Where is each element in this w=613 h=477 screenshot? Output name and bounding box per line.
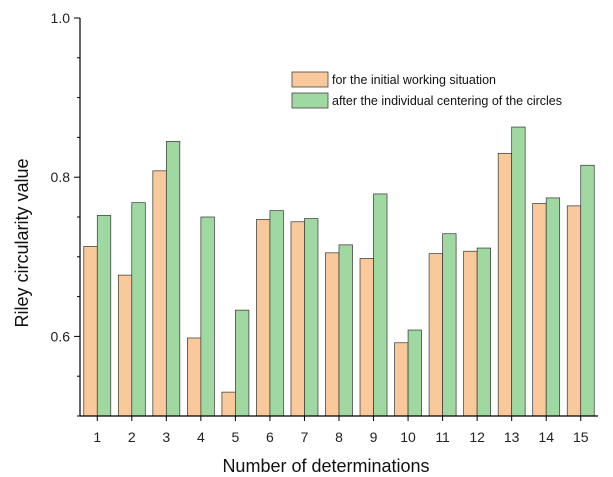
bar-series2-cat-15	[580, 164, 595, 417]
bar-series1-cat-4	[187, 337, 202, 417]
bar-series1-cat-8	[325, 252, 340, 417]
x-tick-label: 3	[162, 429, 170, 445]
y-tick-label: 0.6	[51, 328, 71, 344]
x-tick-label: 15	[573, 429, 589, 445]
legend-label-centered: after the individual centering of the ci…	[332, 94, 562, 108]
x-tick-label: 8	[335, 429, 343, 445]
bar-series1-cat-2	[117, 274, 133, 417]
x-tick-label: 14	[538, 429, 554, 445]
x-tick-label: 5	[232, 429, 240, 445]
bar-series1-cat-11	[428, 253, 443, 417]
x-tick-label: 1	[93, 429, 101, 445]
bar-series1-cat-7	[290, 221, 305, 417]
bar-series2-cat-9	[373, 193, 388, 417]
bar-series2-cat-3	[165, 141, 181, 417]
bar-series2-cat-14	[545, 197, 561, 417]
bar-series2-cat-6	[269, 210, 284, 417]
y-tick-label: 1.0	[51, 10, 71, 26]
bars-group	[83, 126, 595, 417]
x-tick-label: 10	[400, 429, 416, 445]
bar-series1-cat-15	[566, 205, 582, 417]
bar-series1-cat-6	[256, 219, 271, 417]
bar-series1-cat-10	[394, 342, 409, 417]
x-ticks-group: 1 2 3 4 5 6 7 8 9 10 11 12 13 14 15	[93, 416, 589, 445]
x-axis-title: Number of determinations	[222, 456, 429, 476]
legend-swatch-centered	[291, 92, 329, 109]
x-tick-label: 4	[197, 429, 205, 445]
x-tick-label: 9	[370, 429, 378, 445]
bar-series2-cat-11	[442, 233, 457, 417]
bar-series1-cat-3	[152, 170, 167, 417]
legend-label-initial: for the initial working situation	[332, 73, 496, 87]
x-tick-label: 12	[469, 429, 485, 445]
x-tick-label: 7	[301, 429, 309, 445]
bar-series1-cat-9	[359, 258, 374, 417]
bar-series1-cat-1	[83, 246, 98, 417]
bar-series2-cat-1	[96, 215, 112, 417]
bar-series2-cat-12	[476, 247, 491, 417]
bar-series1-cat-13	[497, 152, 513, 417]
x-tick-label: 11	[435, 429, 450, 445]
bar-series1-cat-12	[463, 250, 478, 417]
x-tick-label: 2	[128, 429, 136, 445]
x-tick-label: 6	[266, 429, 274, 445]
bar-series2-cat-10	[407, 329, 422, 417]
bar-series1-cat-5	[221, 391, 236, 417]
bar-series2-cat-7	[304, 218, 319, 417]
bar-series2-cat-4	[200, 216, 215, 417]
x-tick-label: 13	[504, 429, 520, 445]
bar-series1-cat-14	[532, 203, 547, 417]
legend-swatch-initial	[291, 71, 329, 88]
bar-series2-cat-2	[131, 202, 146, 417]
bar-series2-cat-5	[235, 309, 250, 417]
legend: for the initial working situation after …	[291, 71, 562, 109]
y-tick-label: 0.8	[51, 169, 71, 185]
y-ticks-group: 0.6 0.8 1.0	[51, 10, 80, 417]
y-axis-title: Riley circularity value	[12, 158, 32, 327]
bar-series2-cat-8	[338, 244, 353, 417]
bar-series2-cat-13	[511, 126, 526, 417]
